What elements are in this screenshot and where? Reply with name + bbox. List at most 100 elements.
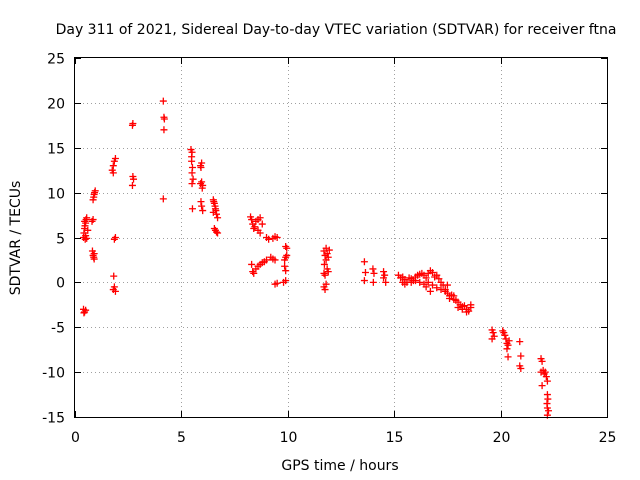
data-point [83, 214, 91, 222]
data-point [369, 278, 377, 286]
y-tick-label: 10 [47, 187, 65, 203]
data-point [441, 287, 449, 295]
data-point [273, 279, 281, 287]
data-point [111, 155, 119, 163]
x-tick-label: 25 [599, 430, 617, 446]
data-point [198, 202, 206, 210]
data-point [429, 269, 437, 277]
y-tick-label: 5 [56, 232, 65, 248]
data-point [251, 223, 259, 231]
data-point [407, 278, 415, 286]
data-point [463, 308, 471, 316]
y-tick-label: -10 [42, 366, 65, 382]
y-tick-label: 15 [47, 142, 65, 158]
data-point [360, 258, 368, 266]
data-point [324, 253, 332, 261]
data-point [503, 345, 511, 353]
data-point [411, 277, 419, 285]
x-tick-label: 20 [493, 430, 511, 446]
data-point [213, 228, 221, 236]
data-point [265, 235, 273, 243]
data-point [88, 217, 96, 225]
data-point [198, 184, 206, 192]
data-point [416, 278, 424, 286]
data-point [282, 242, 290, 250]
data-point [197, 180, 205, 188]
data-point [160, 126, 168, 134]
data-point [446, 295, 454, 303]
data-point [433, 284, 441, 292]
data-point [282, 267, 290, 275]
y-tick-label: 20 [47, 97, 65, 113]
data-point [281, 262, 289, 270]
data-point [130, 175, 138, 183]
data-point [282, 277, 290, 285]
data-point [129, 120, 137, 128]
data-point [159, 97, 167, 105]
data-point [325, 246, 333, 254]
data-point [380, 274, 388, 282]
data-point [110, 235, 118, 243]
data-point [424, 278, 432, 286]
data-point [443, 281, 451, 289]
data-point [84, 226, 92, 234]
data-point [322, 280, 330, 288]
data-point [324, 268, 332, 276]
data-point [458, 305, 466, 313]
data-point [89, 216, 97, 224]
data-point [543, 377, 551, 385]
data-point [320, 260, 328, 268]
data-point [502, 335, 510, 343]
data-point [488, 335, 496, 343]
data-point [380, 268, 388, 276]
data-point [263, 256, 271, 264]
data-point [382, 278, 390, 286]
data-point [109, 162, 117, 170]
data-point [188, 169, 196, 177]
data-point [198, 178, 206, 186]
data-point [435, 275, 443, 283]
data-point [323, 250, 331, 258]
data-point [283, 251, 291, 259]
data-point [110, 272, 118, 280]
data-point [538, 382, 546, 390]
data-point [213, 210, 221, 218]
data-point [283, 244, 291, 252]
data-point [91, 187, 99, 195]
data-point [433, 271, 441, 279]
data-point [111, 234, 119, 241]
data-point [250, 225, 258, 233]
data-point [214, 214, 222, 222]
data-point [250, 269, 258, 277]
data-point [517, 365, 525, 373]
data-point [467, 301, 475, 309]
data-point [454, 304, 462, 312]
data-point [401, 280, 409, 288]
data-point [370, 269, 378, 277]
data-point [320, 269, 328, 277]
y-axis-label: SDTVAR / TECUs [8, 181, 24, 296]
y-tick-label: -15 [42, 411, 65, 427]
data-point [516, 338, 524, 346]
data-point [160, 115, 168, 123]
data-point [159, 195, 167, 203]
data-point [429, 281, 437, 289]
data-point [90, 250, 98, 258]
data-point [188, 153, 196, 161]
data-point [209, 208, 217, 216]
data-point [248, 260, 256, 268]
data-point [541, 368, 549, 376]
data-point [82, 306, 90, 314]
data-point [199, 207, 207, 215]
data-point [271, 256, 279, 264]
data-point [426, 287, 434, 295]
chart-title: Day 311 of 2021, Sidereal Day-to-day VTE… [56, 22, 617, 38]
data-point [248, 216, 256, 224]
data-point [542, 373, 550, 381]
x-tick-label: 0 [71, 430, 80, 446]
data-point [369, 265, 377, 273]
data-point [111, 287, 119, 295]
data-point [437, 286, 445, 294]
data-point [256, 229, 264, 237]
